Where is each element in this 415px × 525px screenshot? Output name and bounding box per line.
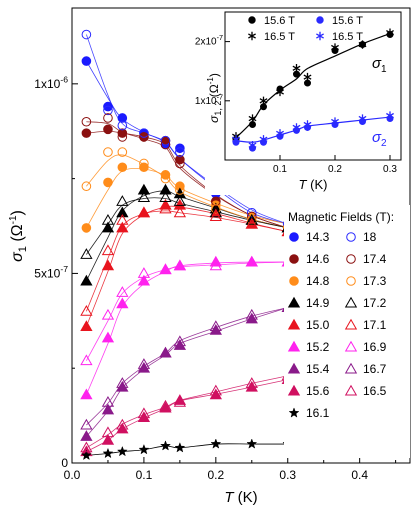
inset-legend-label: 16.5 T xyxy=(264,31,295,43)
inset-legend-label: 15.6 T xyxy=(332,15,363,27)
legend-label: 17.3 xyxy=(363,274,387,288)
x-tick-label: 0.4 xyxy=(351,468,368,482)
inset-legend-label: 15.6 T xyxy=(264,15,295,27)
data-point-14-3 xyxy=(176,144,185,153)
legend-marker-14-6 xyxy=(290,255,299,264)
data-point-14-3 xyxy=(82,57,91,66)
data-point-14-8 xyxy=(118,163,127,172)
legend-label: 14.9 xyxy=(306,296,330,310)
legend-label: 18 xyxy=(363,230,377,244)
inset-x-tick-label: 0.3 xyxy=(383,164,397,175)
y-tick-label: 0 xyxy=(61,456,68,470)
data-point-14-6 xyxy=(82,129,91,138)
legend-marker-14-3 xyxy=(290,233,299,242)
legend-label: 16.1 xyxy=(306,406,330,420)
inset-x-tick-label: 0.1 xyxy=(273,164,287,175)
inset-legend-marker-0 xyxy=(249,17,255,23)
main-y-axis-label: σ1 (Ω-1) xyxy=(8,210,29,262)
inset-legend-marker-2 xyxy=(317,17,323,23)
legend-label: 15.0 xyxy=(306,318,330,332)
data-point-14-8 xyxy=(104,178,113,187)
y-tick-label: 1x10-6 xyxy=(34,74,68,90)
x-tick-label: 0.1 xyxy=(136,468,153,482)
legend-label: 16.7 xyxy=(363,362,387,376)
data-point-14-8 xyxy=(140,163,149,172)
inset-plot: 0.1 0.2 0.3 1x10-7 2x10-7 15.6 T 15.6 T 16.5 … xyxy=(195,10,405,195)
data-point-14-8 xyxy=(82,224,91,233)
legend-label: 17.4 xyxy=(363,252,387,266)
x-tick-label: 0.2 xyxy=(207,468,224,482)
main-y-ticks: 0 5x10-7 1x10-6 xyxy=(34,74,78,470)
legend-label: 16.5 xyxy=(363,384,387,398)
data-point-14-8 xyxy=(161,171,170,180)
data-point-14-3 xyxy=(104,102,113,111)
legend-label: 17.2 xyxy=(363,296,387,310)
x-tick-label: 0.0 xyxy=(64,468,81,482)
legend-title: Magnetic Fields (T): xyxy=(288,210,394,224)
legend-label: 15.6 xyxy=(306,384,330,398)
inset-legend-label: 16.5 T xyxy=(332,31,363,43)
legend-label: 14.3 xyxy=(306,230,330,244)
inset-x-tick-label: 0.2 xyxy=(328,164,342,175)
legend-label: 14.6 xyxy=(306,252,330,266)
legend-background xyxy=(284,205,410,458)
x-tick-label: 0.3 xyxy=(279,468,296,482)
inset-x-axis-label: T (K) xyxy=(299,177,328,192)
legend-marker-14-8 xyxy=(290,277,299,286)
main-x-axis-label: T (K) xyxy=(224,489,257,506)
legend-label: 15.4 xyxy=(306,362,330,376)
legend-label: 16.9 xyxy=(363,340,387,354)
legend-label: 14.8 xyxy=(306,274,330,288)
legend: Magnetic Fields (T): 14.3 14.6 14.8 14.9 15.… xyxy=(284,205,410,458)
data-point-14-6 xyxy=(104,125,113,134)
legend-label: 17.1 xyxy=(363,318,387,332)
legend-label: 15.2 xyxy=(306,340,330,354)
y-tick-label: 5x10-7 xyxy=(34,264,68,280)
inset-background xyxy=(205,10,405,195)
